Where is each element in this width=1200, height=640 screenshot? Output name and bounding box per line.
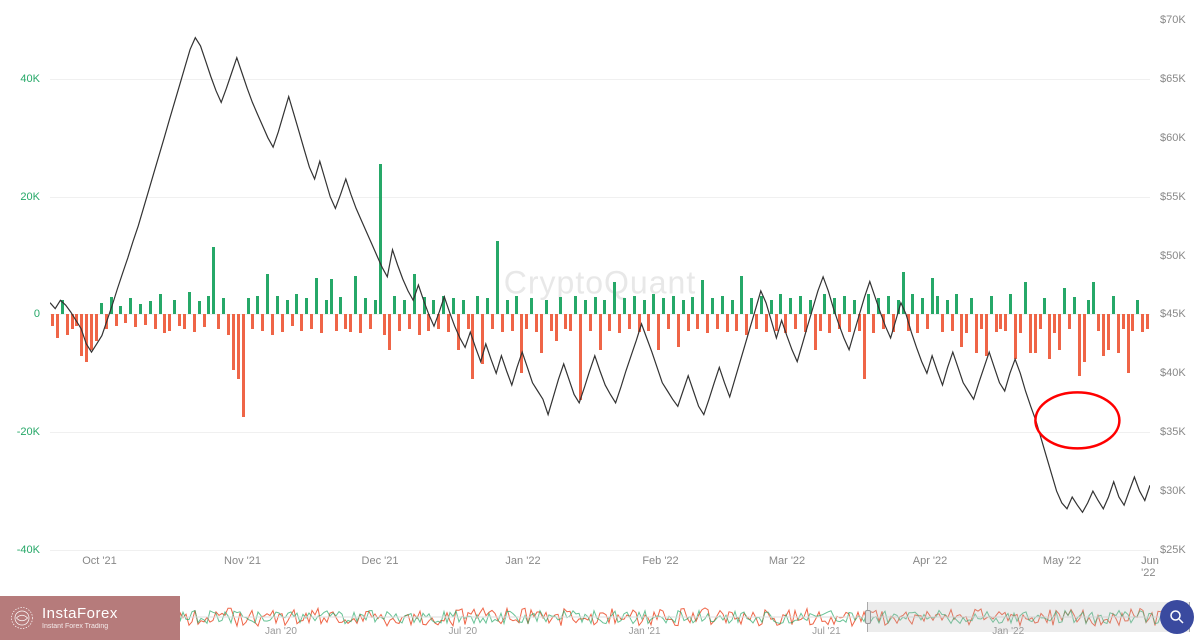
y-right-tick: $40K <box>1160 367 1186 379</box>
gridline <box>50 550 1150 551</box>
magnifier-icon <box>1168 608 1186 626</box>
y-right-tick: $70K <box>1160 14 1186 26</box>
plot-area: CryptoQuant <box>50 20 1150 550</box>
y-left-tick: -40K <box>17 544 40 556</box>
x-tick: Feb '22 <box>642 555 678 567</box>
chart-container: 40K 20K 0 -20K -40K $70K $65K $60K $55K $50K $45K… <box>0 0 1200 640</box>
minimap-tick: Jul '21 <box>812 626 841 637</box>
x-tick: Jun '22 <box>1141 555 1159 579</box>
y-left-tick: 0 <box>34 308 40 320</box>
y-axis-right: $70K$65K$60K$55K$50K$45K$40K$35K$30K$25K <box>1150 20 1200 550</box>
y-left-tick: 40K <box>20 73 40 85</box>
y-right-tick: $50K <box>1160 250 1186 262</box>
brand-badge: InstaForex Instant Forex Trading <box>0 596 180 640</box>
y-right-tick: $30K <box>1160 485 1186 497</box>
annotation-layer <box>50 20 1150 550</box>
y-axis-left: 40K20K0-20K-40K <box>0 20 50 550</box>
y-right-tick: $45K <box>1160 308 1186 320</box>
minimap-tick: Jan '20 <box>265 626 297 637</box>
x-tick: Dec '21 <box>362 555 399 567</box>
y-right-tick: $35K <box>1160 426 1186 438</box>
x-axis: Oct '21 Nov '21 Dec '21 Jan '22 Feb '22 Mar '… <box>50 555 1150 575</box>
annotation-ellipse <box>1035 392 1119 448</box>
minimap-tick: Jan '21 <box>629 626 661 637</box>
brand-subtitle: Instant Forex Trading <box>42 623 118 630</box>
y-left-tick: -20K <box>17 426 40 438</box>
minimap-tick: Jan '22 <box>992 626 1024 637</box>
x-tick: Apr '22 <box>913 555 948 567</box>
x-tick: Nov '21 <box>224 555 261 567</box>
x-tick: Mar '22 <box>769 555 805 567</box>
minimap-tick: Jul '20 <box>449 626 478 637</box>
y-right-tick: $55K <box>1160 191 1186 203</box>
y-left-tick: 20K <box>20 191 40 203</box>
minimap-x-axis: Jan '20 Jul '20 Jan '21 Jul '21 Jan '22 <box>180 626 1190 638</box>
zoom-button[interactable] <box>1160 600 1194 634</box>
x-tick: Jan '22 <box>505 555 540 567</box>
minimap-handle-left[interactable] <box>865 610 871 624</box>
y-right-tick: $60K <box>1160 132 1186 144</box>
y-right-tick: $25K <box>1160 544 1186 556</box>
y-right-tick: $65K <box>1160 73 1186 85</box>
x-tick: Oct '21 <box>82 555 117 567</box>
brand-logo-icon <box>8 604 36 632</box>
brand-name: InstaForex <box>42 606 118 621</box>
x-tick: May '22 <box>1043 555 1081 567</box>
